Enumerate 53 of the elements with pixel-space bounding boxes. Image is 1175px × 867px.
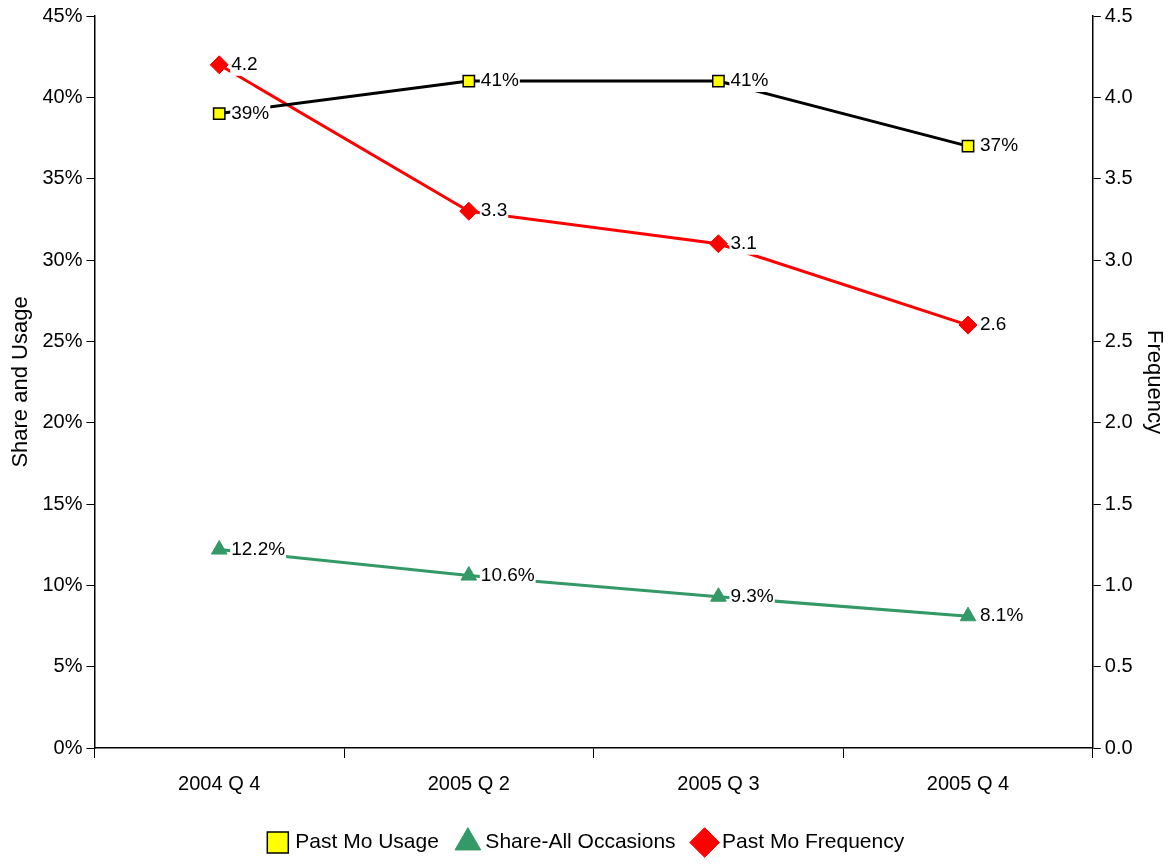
y2-tick-label: 0.5 (1104, 654, 1133, 677)
y2-axis-title: Frequency (1142, 330, 1168, 434)
y-tick-label: 35% (42, 166, 83, 189)
y2-tick-label: 2.0 (1104, 410, 1133, 433)
point (462, 74, 476, 88)
point (708, 234, 728, 254)
y-tick-label: 25% (42, 328, 83, 351)
data-label: 39% (231, 101, 270, 123)
data-label: 3.1 (730, 231, 757, 253)
x-tick-label: 2005 Q 3 (677, 771, 760, 794)
y2-tick-label: 2.5 (1104, 328, 1133, 351)
point (209, 55, 229, 75)
y2-tick-label: 0.0 (1104, 735, 1133, 758)
point (210, 540, 228, 555)
y-axis-title: Share and Usage (7, 296, 33, 468)
point (958, 315, 978, 335)
data-label: 41% (480, 69, 519, 91)
data-label: 3.3 (480, 199, 508, 221)
legend-label: Past Mo Frequency (722, 829, 905, 853)
data-label: 12.2% (231, 537, 286, 559)
y-tick-label: 40% (42, 84, 83, 107)
y-tick-label: 15% (42, 491, 83, 514)
y2-tick-label: 1.5 (1104, 491, 1133, 514)
y-tick-label: 45% (42, 3, 83, 26)
x-tick-label: 2005 Q 2 (427, 771, 510, 794)
point (459, 201, 479, 221)
y2-tick-label: 3.5 (1104, 166, 1133, 189)
data-label: 2.6 (980, 313, 1007, 335)
data-label: 10.6% (480, 563, 535, 585)
y-tick-label: 0% (53, 735, 83, 758)
point (959, 606, 977, 622)
data-label: 41% (730, 69, 769, 91)
x-tick-label: 2005 Q 4 (926, 771, 1010, 794)
y-tick-label: 5% (53, 654, 83, 677)
data-label: 37% (980, 134, 1019, 156)
legend-label: Past Mo Usage (295, 829, 439, 853)
data-label: 9.3% (730, 584, 774, 606)
x-tick-label: 2004 Q 4 (178, 771, 261, 794)
y2-tick-label: 4.5 (1104, 3, 1133, 26)
y-tick-label: 30% (42, 247, 83, 270)
y2-tick-label: 3.0 (1104, 247, 1133, 270)
y2-tick-label: 4.0 (1104, 84, 1133, 107)
data-label: 4.2 (231, 53, 258, 75)
data-label: 8.1% (980, 604, 1024, 626)
y2-tick-label: 1.0 (1104, 572, 1133, 595)
point (212, 107, 226, 121)
point (712, 74, 725, 88)
point (460, 566, 478, 581)
y-tick-label: 10% (42, 572, 83, 595)
point (710, 587, 727, 602)
point (961, 139, 975, 153)
legend-label: Share-All Occasions (485, 829, 676, 853)
y-tick-label: 20% (42, 410, 83, 433)
